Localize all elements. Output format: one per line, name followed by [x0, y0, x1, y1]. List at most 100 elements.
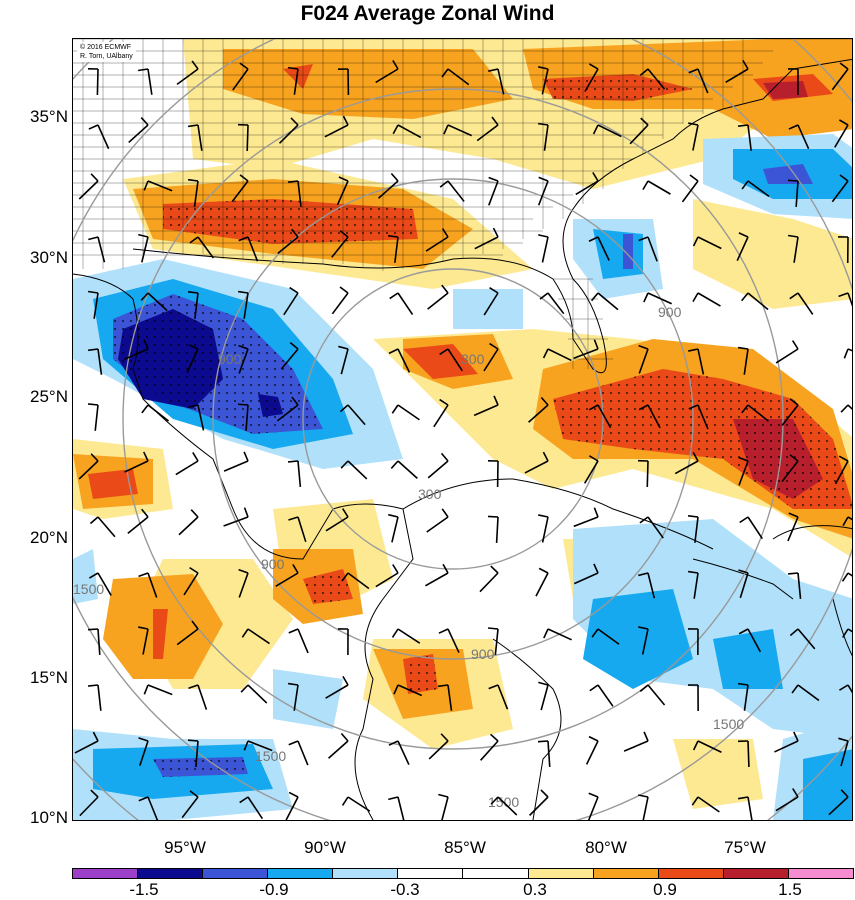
wind-barb-flag: [593, 563, 599, 574]
wind-barb: [297, 628, 309, 654]
ring-label-900-a: 900: [658, 304, 682, 320]
wind-barb: [697, 236, 722, 250]
wind-barb: [693, 572, 699, 599]
wind-barb: [142, 628, 149, 655]
wind-barb: [347, 404, 366, 426]
wind-barb-flag: [737, 682, 749, 686]
ring-label-300-a: 300: [461, 351, 485, 367]
wind-barb: [97, 348, 103, 375]
wind-barb: [641, 628, 649, 655]
ring-label-900-d: 900: [471, 646, 495, 662]
wind-barb-flag: [291, 228, 299, 238]
wind-barb: [336, 180, 349, 206]
wind-barb-flag: [90, 453, 99, 462]
wind-barb: [847, 516, 852, 521]
wind-barb-flag: [540, 396, 549, 406]
wind-barb-flag: [141, 508, 149, 518]
wind-barb-flag: [289, 286, 299, 294]
wind-barb-flag: [388, 348, 399, 355]
wind-barb-flag: [342, 508, 349, 518]
credit-box: © 2016 ECMWF R. Torn, UAlbany: [77, 42, 136, 62]
wind-barb-flag: [492, 227, 499, 238]
wind-barb: [197, 684, 208, 710]
wind-barb-flag: [589, 455, 599, 462]
wind-barb: [293, 684, 299, 711]
wind-barb: [541, 236, 549, 263]
wind-barb: [97, 516, 116, 538]
wind-barb: [147, 684, 173, 696]
wind-barb-flag: [738, 569, 749, 574]
wind-barb-flag: [441, 508, 449, 518]
wind-barb: [647, 292, 673, 305]
wind-barb: [186, 348, 199, 373]
wind-barb: [447, 68, 470, 86]
wind-barb: [223, 516, 249, 527]
wind-barb-flag: [387, 234, 399, 238]
wind-barb-flag: [842, 628, 849, 638]
wind-barb-flag: [789, 292, 799, 300]
wind-barb-flag: [539, 292, 549, 300]
wind-barb: [647, 404, 661, 429]
wind-barb: [747, 292, 769, 311]
wind-barb-flag: [138, 572, 149, 578]
wind-barb: [79, 796, 99, 817]
wind-barb: [547, 348, 572, 362]
wind-barb: [347, 796, 371, 812]
wind-barb: [278, 124, 299, 144]
wind-barb-flag: [291, 396, 299, 406]
wind-barb: [483, 292, 499, 316]
wind-barb: [123, 348, 149, 361]
wind-barb: [473, 404, 499, 417]
wind-barb-flag: [538, 514, 549, 518]
wind-barb-flag: [440, 733, 449, 742]
wind-barb-flag: [841, 572, 849, 582]
wind-barb-flag: [490, 733, 499, 742]
wind-barb-flag: [288, 516, 299, 521]
wind-barb: [697, 796, 720, 813]
wind-barb-flag: [792, 788, 799, 798]
wind-barb: [623, 740, 649, 752]
wind-barb: [739, 572, 749, 599]
wind-barb-flag: [542, 451, 549, 462]
wind-barb: [476, 124, 499, 142]
wind-barb: [397, 348, 411, 373]
colorbar: [72, 868, 854, 879]
wind-barb: [597, 236, 610, 261]
wind-barb: [747, 516, 763, 540]
wind-barb: [795, 180, 799, 207]
wind-barb-flag: [338, 176, 349, 182]
wind-barb-flag: [187, 124, 199, 128]
wind-barb-flag: [441, 228, 449, 238]
wind-barb: [797, 292, 814, 315]
wind-barb-flag: [538, 176, 549, 182]
wind-barb: [797, 572, 802, 599]
wind-barb: [831, 180, 849, 203]
wind-barb: [375, 572, 399, 588]
ring-label-300-b: 300: [418, 486, 442, 502]
wind-barb: [747, 124, 752, 151]
significance-stippling: [113, 74, 852, 777]
lon-label-90w: 90°W: [304, 838, 346, 857]
wind-barb-flag: [437, 684, 449, 688]
wind-barb: [331, 292, 349, 315]
wind-barb: [175, 460, 199, 476]
lon-label-95w: 95°W: [164, 838, 206, 857]
wind-barb: [647, 68, 666, 90]
wind-barb: [97, 572, 112, 596]
wind-barb: [325, 684, 349, 699]
wind-barb-flag: [89, 516, 99, 525]
wind-barb-flag: [538, 66, 549, 70]
wind-barb-flag: [540, 789, 549, 798]
wind-barb-flag: [591, 628, 599, 638]
wind-barb-flag: [737, 346, 749, 350]
wind-barb-flag: [138, 737, 149, 742]
wind-barb: [738, 460, 749, 486]
wind-barb-flag: [287, 460, 299, 463]
colorbar-swatch: [463, 869, 529, 878]
wind-barb: [781, 404, 799, 427]
map-panel: 300 300 900 900 900 900 1500 1500 1500 1…: [72, 38, 853, 821]
wind-barb: [583, 460, 599, 484]
wind-barb: [247, 628, 270, 645]
wind-barb: [547, 292, 565, 315]
wind-barb: [74, 740, 99, 754]
